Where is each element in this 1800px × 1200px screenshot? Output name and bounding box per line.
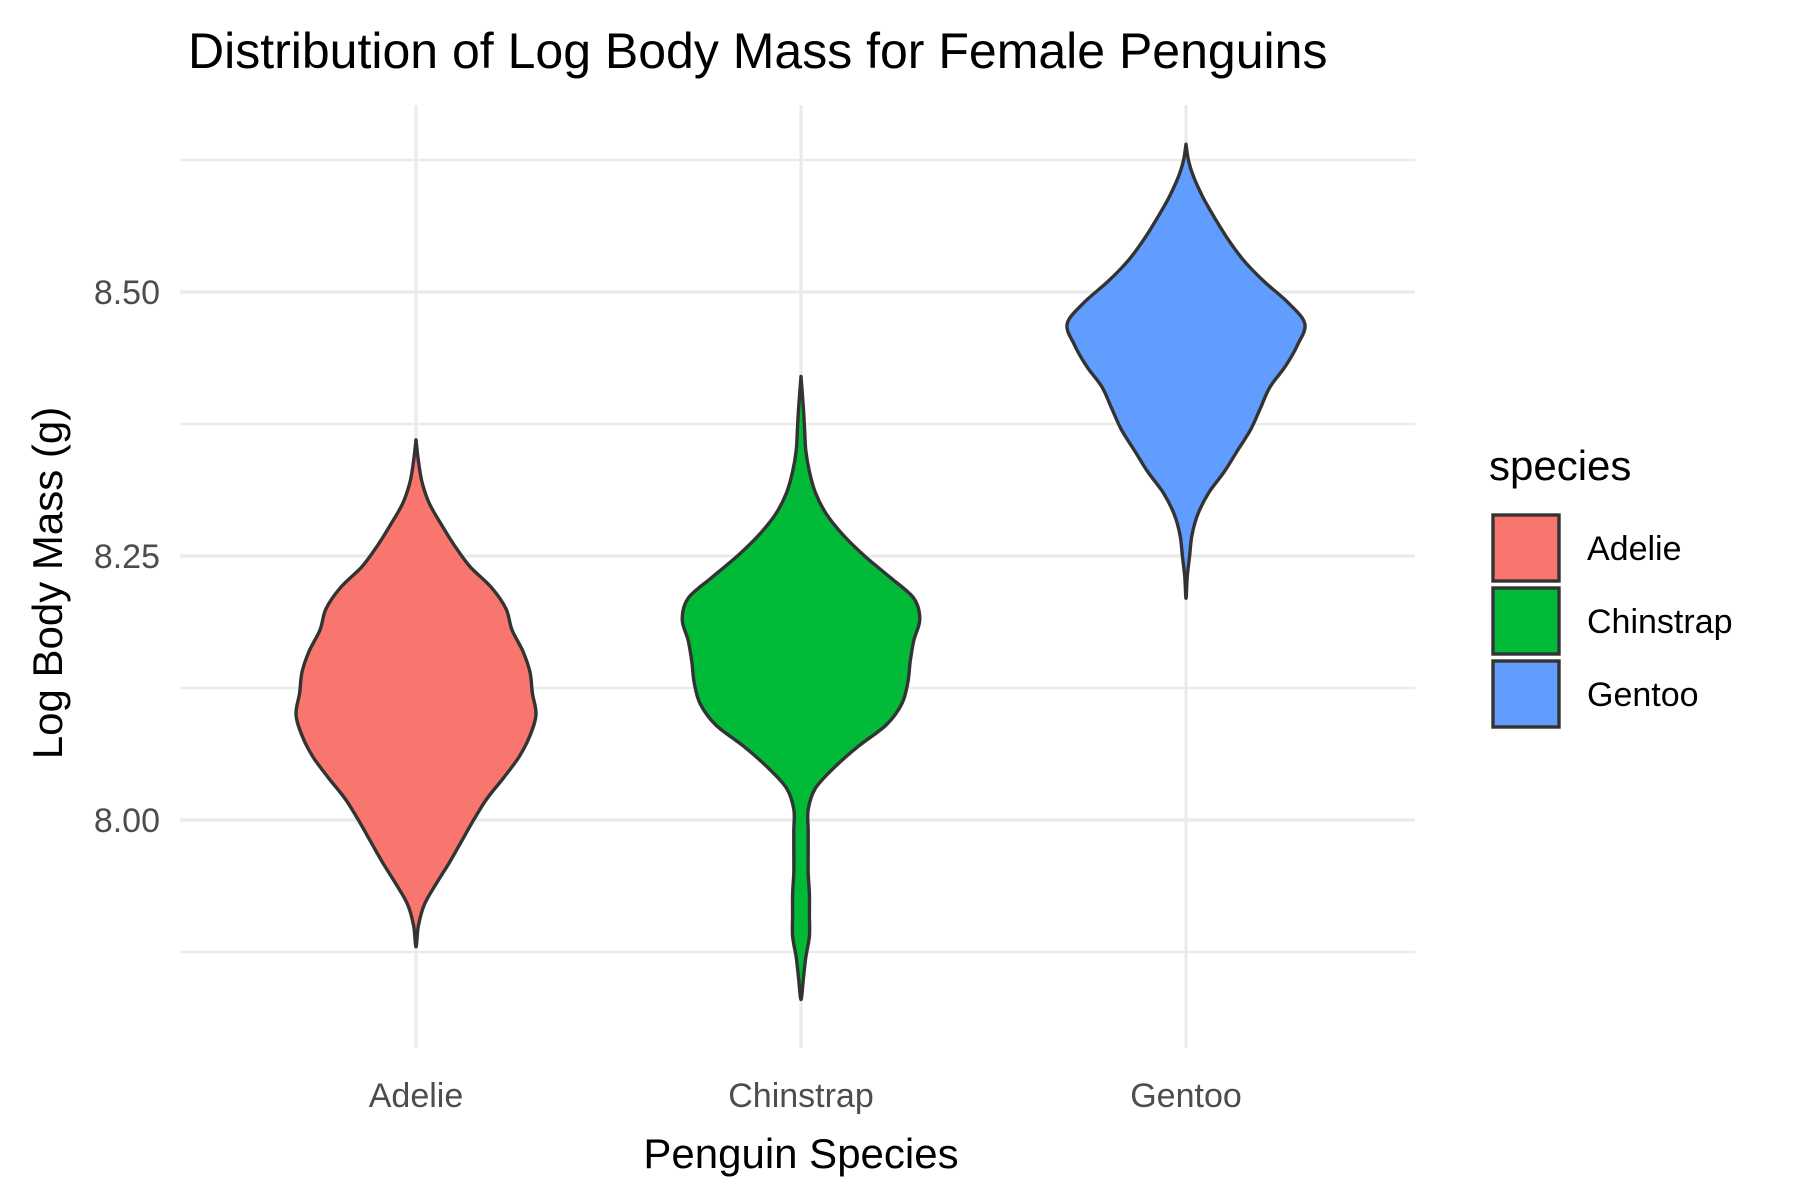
y-tick-label: 8.25 [94, 538, 160, 576]
y-tick-label: 8.00 [94, 802, 160, 840]
y-axis-title: Log Body Mass (g) [24, 407, 71, 760]
legend: species Adelie Chinstrap Gentoo [1489, 442, 1733, 729]
legend-key-gentoo [1491, 659, 1561, 729]
violin-chinstrap [680, 374, 922, 1002]
legend-items: Adelie Chinstrap Gentoo [1491, 513, 1733, 729]
x-tick-label: Chinstrap [728, 1077, 874, 1115]
legend-label: Adelie [1587, 530, 1682, 568]
y-tick-labels: 8.00 8.25 8.50 [94, 274, 160, 840]
legend-title: species [1489, 442, 1631, 489]
y-tick-label: 8.50 [94, 274, 160, 312]
violin-adelie [294, 438, 538, 949]
x-axis-title: Penguin Species [643, 1130, 958, 1177]
x-tick-label: Gentoo [1130, 1077, 1242, 1115]
violin-gentoo [1065, 142, 1307, 600]
x-tick-label: Adelie [369, 1077, 464, 1115]
x-tick-labels: Adelie Chinstrap Gentoo [369, 1077, 1242, 1115]
legend-label: Gentoo [1587, 676, 1699, 714]
legend-key-chinstrap [1491, 586, 1561, 656]
chart-title: Distribution of Log Body Mass for Female… [188, 23, 1327, 79]
legend-label: Chinstrap [1587, 603, 1733, 641]
violin-layer [294, 142, 1307, 1002]
legend-key-adelie [1491, 513, 1561, 583]
